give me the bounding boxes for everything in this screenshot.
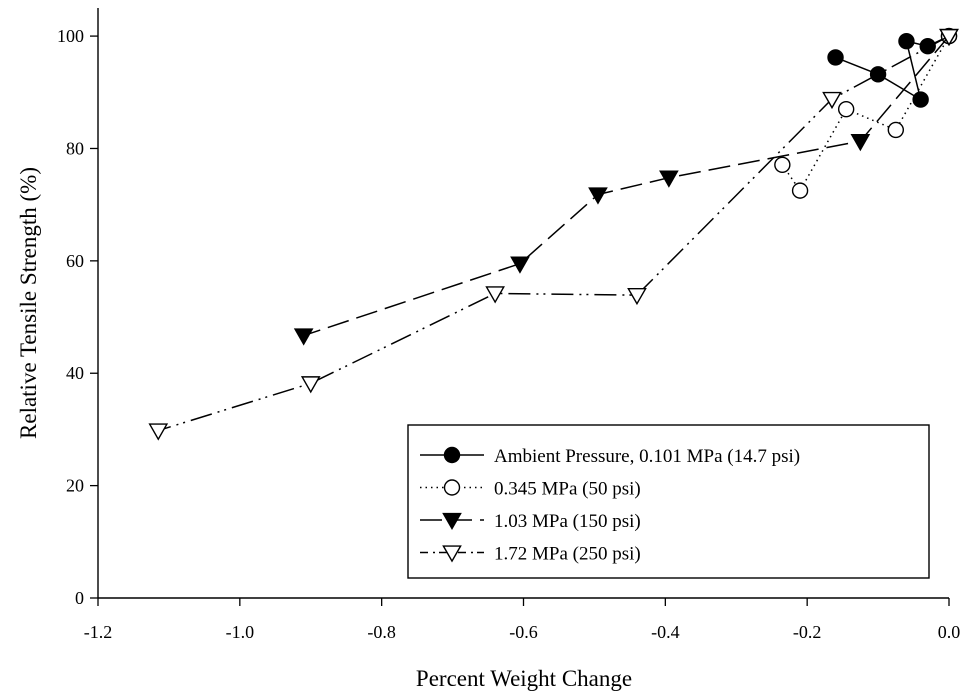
x-tick-label: 0.0 [938,622,961,642]
legend-entry: 0.345 MPa (50 psi) [420,479,641,500]
y-tick-label: 100 [57,26,84,46]
data-point [774,156,791,173]
y-tick-label: 0 [75,588,84,608]
legend-label: 0.345 MPa (50 psi) [494,479,641,500]
data-point [485,286,505,304]
x-tick-label: -0.4 [651,622,680,642]
series-layer [148,27,959,441]
data-point [837,100,855,118]
data-point [887,121,905,139]
y-tick-label: 80 [66,138,84,158]
y-axis-title: Relative Tensile Strength (%) [16,167,41,439]
series-3 [293,28,959,346]
data-point [300,376,321,394]
data-point [588,187,608,205]
data-point [850,134,871,152]
data-point [939,28,959,47]
legend-marker [442,512,462,531]
x-tick-label: -0.8 [367,622,396,642]
x-tick-label: -1.2 [84,622,113,642]
series-line [158,35,950,432]
data-point [791,182,809,199]
data-point [293,328,314,346]
legend-items: Ambient Pressure, 0.101 MPa (14.7 psi) 0.… [420,446,800,565]
legend-label: Ambient Pressure, 0.101 MPa (14.7 psi) [494,446,800,467]
legend-label: 1.72 MPa (250 psi) [494,544,641,565]
data-point [869,66,887,83]
series-4 [148,28,959,441]
y-tick-label: 20 [66,476,84,496]
x-tick-label: -0.6 [509,622,538,642]
legend-entry: 1.03 MPa (150 psi) [420,511,641,532]
x-tick-label: -0.2 [793,622,822,642]
legend-entry: Ambient Pressure, 0.101 MPa (14.7 psi) [420,446,800,467]
series-1 [827,27,958,108]
legend-marker [443,446,461,464]
data-point [659,170,679,188]
data-point [627,287,647,306]
x-axis-ticks: -1.2 -1.0 -0.8 -0.6 -0.4 -0.2 0.0 [84,598,961,642]
data-point [148,423,169,441]
x-tick-label: -1.0 [226,622,255,642]
data-point [510,256,530,274]
data-point [827,49,844,66]
y-tick-label: 40 [66,363,84,383]
legend-box [407,424,930,579]
legend-marker [443,479,461,496]
series-line [303,35,950,337]
legend-entry: 1.72 MPa (250 psi) [420,544,641,565]
data-point [898,32,915,50]
data-point [919,38,936,55]
y-tick-label: 60 [66,251,84,271]
y-axis-ticks: 0 20 40 60 80 100 [57,26,98,608]
legend: Ambient Pressure, 0.101 MPa (14.7 psi) 0.… [407,424,930,579]
data-point [822,91,842,110]
x-axis-title: Percent Weight Change [416,666,632,691]
legend-marker [442,545,462,563]
legend-label: 1.03 MPa (150 psi) [494,511,641,532]
series-line [781,35,950,193]
